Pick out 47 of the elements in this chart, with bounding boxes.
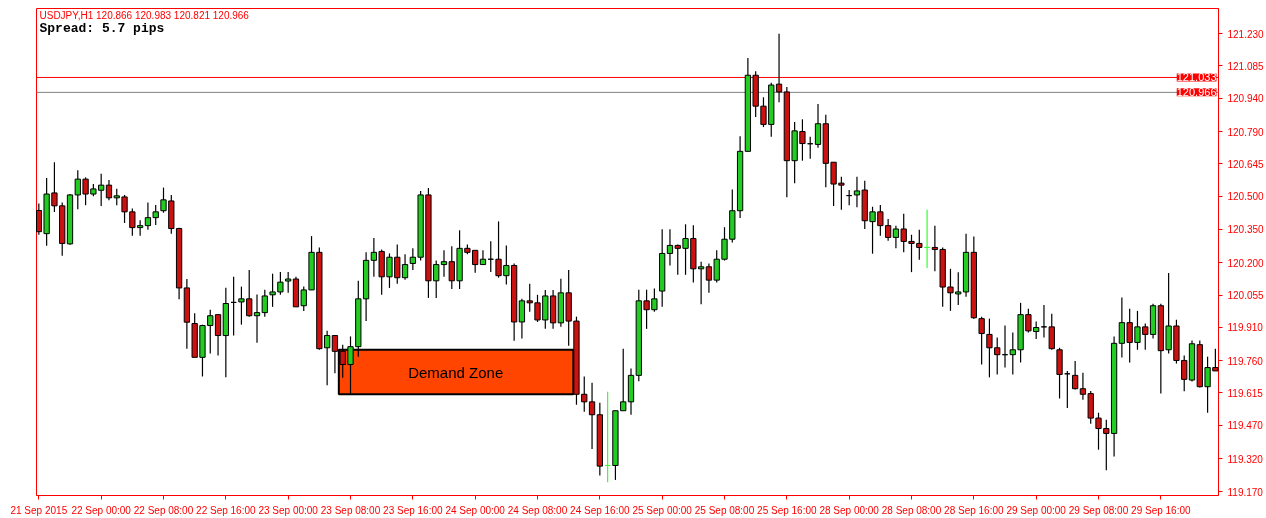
y-tick-label: 120.350 <box>1227 224 1265 236</box>
ref-line-label: 120.966 <box>1176 86 1217 99</box>
x-tick-label: 28 Sep 08:00 <box>881 504 942 516</box>
x-tick-label: 29 Sep 00:00 <box>1006 504 1067 516</box>
x-tick-label: 28 Sep 00:00 <box>819 504 880 516</box>
x-tick-label: 22 Sep 16:00 <box>196 504 257 516</box>
candlestick <box>409 247 416 271</box>
x-tick-label: 24 Sep 16:00 <box>570 504 631 516</box>
ref-line-label: 121.033 <box>1176 71 1217 84</box>
candlestick <box>479 249 487 266</box>
candlestick <box>620 348 627 412</box>
y-tick-label: 119.910 <box>1227 322 1264 334</box>
x-tick-label: 28 Sep 16:00 <box>944 504 1005 516</box>
candlestick <box>1071 360 1079 391</box>
y-tick-label: 120.200 <box>1227 257 1265 269</box>
y-tick-label: 120.790 <box>1227 126 1265 138</box>
candlestick <box>978 316 985 366</box>
x-tick-label: 24 Sep 00:00 <box>445 504 506 516</box>
x-tick-label: 22 Sep 08:00 <box>133 504 194 516</box>
band-label: Demand Zone <box>408 363 504 381</box>
y-tick-label: 120.055 <box>1227 290 1265 302</box>
x-tick-label: 25 Sep 08:00 <box>694 504 755 516</box>
y-tick-label: 120.940 <box>1227 93 1265 105</box>
x-tick-label: 23 Sep 08:00 <box>320 504 381 516</box>
y-tick-label: 120.645 <box>1227 158 1265 170</box>
x-tick-label: 24 Sep 08:00 <box>507 504 568 516</box>
y-tick-label: 120.500 <box>1227 191 1265 203</box>
x-tick-label: 29 Sep 16:00 <box>1131 504 1192 516</box>
candlestick <box>269 273 276 308</box>
x-tick-label: 25 Sep 00:00 <box>632 504 693 516</box>
y-tick-label: 119.470 <box>1227 420 1264 432</box>
y-tick-label: 121.085 <box>1227 60 1265 72</box>
x-tick-label: 22 Sep 00:00 <box>71 504 132 516</box>
annotation: Spread: 5.7 pips <box>39 20 165 36</box>
y-tick-label: 119.615 <box>1227 387 1264 399</box>
x-tick-label: 23 Sep 00:00 <box>258 504 319 516</box>
x-tick-label: 21 Sep 2015 <box>10 504 68 516</box>
y-tick-label: 119.760 <box>1227 355 1264 367</box>
annotation: USDJPY,H1 120.866 120.983 120.821 120.966 <box>39 9 250 21</box>
y-tick-label: 121.230 <box>1227 28 1265 40</box>
x-tick-label: 23 Sep 16:00 <box>383 504 444 516</box>
x-tick-label: 29 Sep 08:00 <box>1068 504 1129 516</box>
y-tick-label: 119.170 <box>1227 486 1264 498</box>
candlestick <box>285 271 292 294</box>
x-tick-label: 25 Sep 16:00 <box>757 504 818 516</box>
y-tick-label: 119.320 <box>1227 453 1264 465</box>
candlestick <box>277 271 284 296</box>
